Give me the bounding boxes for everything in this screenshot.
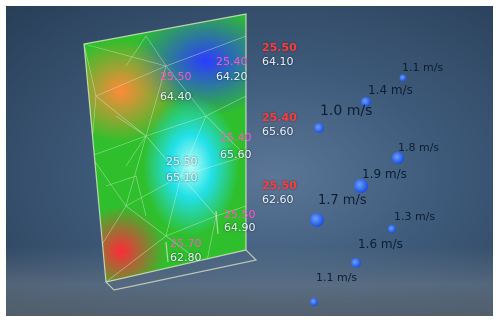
heatmap-svg bbox=[83, 13, 407, 306]
sensor-humidity: 65.10 bbox=[166, 171, 198, 184]
airflow-label: 1.7 m/s bbox=[318, 193, 367, 208]
panel-stand bbox=[105, 210, 258, 291]
sensor-humidity: 64.20 bbox=[216, 70, 248, 83]
visualization-scene: 25.50 64.10 25.50 64.40 25.40 64.20 25.4… bbox=[6, 6, 493, 316]
airflow-label: 1.0 m/s bbox=[320, 103, 373, 119]
sensor-temp: 25.40 bbox=[220, 131, 252, 144]
sensor-humidity: 64.40 bbox=[160, 90, 192, 103]
airflow-label: 1.4 m/s bbox=[368, 83, 413, 97]
airflow-label: 1.9 m/s bbox=[362, 167, 407, 181]
airflow-label: 1.8 m/s bbox=[398, 141, 440, 154]
sensor-humidity: 64.90 bbox=[224, 221, 256, 234]
sensor-humidity: 65.60 bbox=[220, 148, 252, 161]
airflow-node bbox=[399, 74, 407, 82]
floor-reflection bbox=[6, 246, 493, 316]
airflow-node bbox=[351, 258, 361, 268]
airflow-node bbox=[354, 179, 368, 193]
airflow-node bbox=[310, 213, 324, 227]
airflow-label: 1.6 m/s bbox=[358, 237, 403, 251]
sensor-temp: 25.70 bbox=[170, 237, 202, 250]
airflow-label: 1.3 m/s bbox=[394, 210, 436, 223]
sensor-temp: 25.50 bbox=[160, 70, 192, 83]
airflow-label: 1.1 m/s bbox=[316, 271, 358, 284]
sensor-temp: 25.50 bbox=[262, 41, 297, 54]
airflow-node bbox=[388, 225, 396, 233]
airflow-node bbox=[361, 97, 371, 107]
airflow-node bbox=[314, 123, 324, 133]
sensor-temp: 25.50 bbox=[224, 208, 256, 221]
sensor-humidity: 62.80 bbox=[170, 251, 202, 264]
airflow-node bbox=[392, 152, 404, 164]
sensor-humidity: 65.60 bbox=[262, 125, 294, 138]
sensor-temp: 25.50 bbox=[262, 179, 297, 192]
sensor-humidity: 64.10 bbox=[262, 55, 294, 68]
sensor-temp: 25.40 bbox=[262, 111, 297, 124]
sensor-temp: 25.40 bbox=[216, 55, 248, 68]
sensor-temp: 25.50 bbox=[166, 155, 198, 168]
airflow-node bbox=[310, 298, 318, 306]
airflow-nodes bbox=[310, 74, 407, 306]
sensor-humidity: 62.60 bbox=[262, 193, 294, 206]
airflow-label: 1.1 m/s bbox=[402, 61, 444, 74]
